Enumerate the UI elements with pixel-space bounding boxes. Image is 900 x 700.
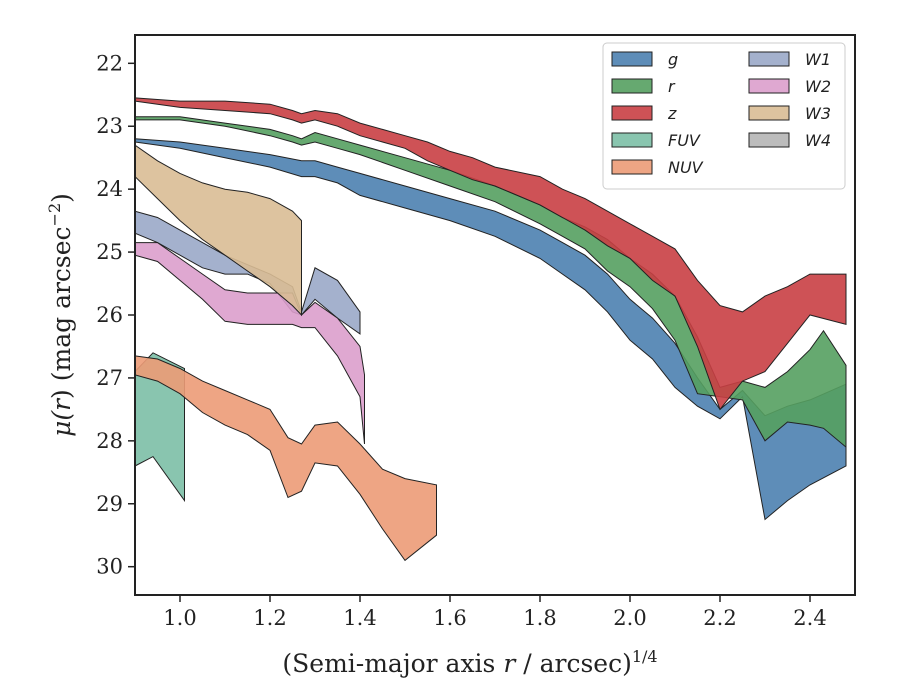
y-tick-label: 25 <box>96 240 123 264</box>
legend-swatch-r <box>611 78 653 94</box>
legend-label-w3: W3 <box>805 104 831 123</box>
band-w3 <box>135 144 302 317</box>
data-bands <box>135 97 847 562</box>
y-tick-label: 23 <box>96 114 123 138</box>
x-tick-label: 1.6 <box>433 606 466 630</box>
legend-label-z: z <box>667 104 677 123</box>
y-tick-label: 27 <box>96 366 123 390</box>
legend-swatch-w2 <box>748 78 790 94</box>
legend-swatch-w3 <box>748 105 790 121</box>
y-tick-label: 29 <box>96 492 123 516</box>
plot-frame <box>134 34 856 596</box>
x-tick-label: 2.4 <box>793 606 826 630</box>
y-axis-label: μ(r) (mag arcsec−2) <box>45 193 76 437</box>
legend-swatch-w4 <box>748 132 790 148</box>
x-axis-label: (Semi-major axis r / arcsec)1/4 <box>282 647 657 678</box>
y-tick-label: 24 <box>96 177 123 201</box>
legend-swatch-z <box>611 105 653 121</box>
legend-label-g: g <box>668 50 678 69</box>
legend-label-fuv: FUV <box>668 131 701 150</box>
band-g <box>135 138 847 521</box>
legend-swatch-g <box>611 51 653 67</box>
legend: grz FUV NUV W1 W2 W3 W4 <box>602 42 846 190</box>
y-tick-label: 28 <box>96 429 123 453</box>
band-nuv <box>135 355 437 562</box>
legend-swatch-nuv <box>611 159 653 175</box>
x-tick-label: 1.8 <box>523 606 556 630</box>
legend-swatch-w1 <box>748 51 790 67</box>
x-tick-label: 2.2 <box>703 606 736 630</box>
legend-label-r: r <box>668 77 676 96</box>
band-r <box>135 116 847 449</box>
legend-label-w1: W1 <box>805 50 831 69</box>
legend-label-nuv: NUV <box>668 158 704 177</box>
axis-ticks: 1.0 1.2 1.4 1.6 1.8 2.0 2.2 2.4 22 23 24 25 26 27 28 29… <box>96 51 826 630</box>
y-tick-label: 22 <box>96 51 123 75</box>
x-tick-label: 1.2 <box>253 606 286 630</box>
x-tick-label: 1.0 <box>163 606 196 630</box>
legend-swatch-fuv <box>611 132 653 148</box>
legend-label-w4: W4 <box>805 131 831 150</box>
y-tick-label: 26 <box>96 303 123 327</box>
legend-label-w2: W2 <box>805 77 831 96</box>
x-tick-label: 1.4 <box>343 606 376 630</box>
band-w2 <box>135 242 365 445</box>
band-z <box>135 97 847 411</box>
y-tick-label: 30 <box>96 555 123 579</box>
x-tick-label: 2.0 <box>613 606 646 630</box>
